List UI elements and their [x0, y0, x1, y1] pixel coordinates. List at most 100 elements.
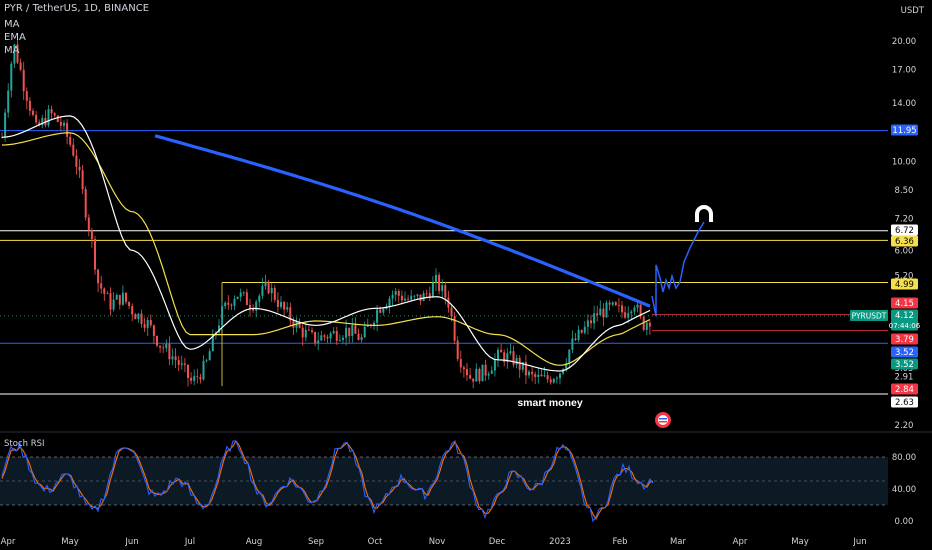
- candle-body: [552, 379, 555, 383]
- candle-body: [586, 320, 589, 327]
- time-label: Jun: [852, 537, 866, 547]
- indicator-ma[interactable]: MA: [4, 19, 20, 30]
- candle-body: [97, 269, 100, 284]
- candle-body: [453, 316, 456, 341]
- candle-body: [4, 112, 7, 138]
- time-label: Mar: [670, 537, 687, 547]
- candle-body: [78, 166, 81, 171]
- candle-body: [280, 302, 282, 307]
- candle-body: [100, 283, 103, 289]
- candle-body: [444, 285, 447, 298]
- candle-body: [103, 288, 106, 294]
- candle-body: [292, 320, 295, 328]
- candle-body: [128, 301, 131, 307]
- candle-body: [354, 325, 357, 334]
- candle-body: [441, 285, 444, 292]
- candlesticks: [1, 38, 651, 389]
- candle-body: [512, 351, 515, 365]
- candle-body: [326, 336, 329, 339]
- candle-body: [543, 375, 546, 377]
- candle-body: [410, 295, 413, 300]
- price-tag: 3.52: [891, 358, 918, 370]
- candle-body: [571, 338, 574, 350]
- candle-body: [407, 298, 410, 300]
- candle-body: [515, 357, 518, 365]
- candle-body: [435, 275, 437, 283]
- candle-body: [35, 114, 38, 123]
- candle-body: [419, 294, 422, 302]
- candle-body: [639, 304, 642, 317]
- price-tick: 7.20: [895, 215, 914, 225]
- candle-body: [648, 322, 651, 327]
- candle-body: [307, 329, 310, 331]
- svg-text:3.52: 3.52: [895, 360, 914, 370]
- candle-body: [580, 329, 583, 333]
- candle-body: [360, 337, 363, 340]
- time-label: Apr: [733, 537, 748, 547]
- indicator-ema[interactable]: EMA: [4, 32, 26, 43]
- candle-body: [314, 331, 317, 344]
- candle-body: [438, 275, 441, 292]
- candle-body: [537, 374, 540, 377]
- candle-body: [608, 302, 611, 305]
- candle-body: [388, 298, 391, 307]
- candle-body: [645, 322, 648, 330]
- candle-body: [90, 230, 93, 240]
- candle-body: [528, 371, 530, 376]
- candle-body: [22, 69, 25, 92]
- indicator-ma-2[interactable]: MA: [4, 45, 20, 56]
- candle-body: [56, 115, 59, 122]
- svg-text:4.99: 4.99: [895, 280, 914, 290]
- annotation-label: smart money: [517, 397, 583, 409]
- time-axis[interactable]: Apr May Jun Jul Aug Sep Oct Nov Dec 2023 Feb Mar Apr…: [1, 537, 867, 547]
- candle-body: [69, 136, 72, 145]
- candle-body: [481, 364, 484, 382]
- candle-body: [19, 62, 22, 70]
- candle-body: [196, 376, 199, 378]
- stoch-axis: 80.00 40.00 0.00: [892, 453, 916, 527]
- candle-body: [84, 189, 87, 218]
- svg-text:2.63: 2.63: [895, 398, 914, 408]
- candle-body: [143, 323, 146, 328]
- candle-body: [190, 377, 193, 381]
- candle-body: [428, 293, 431, 298]
- stoch-tick: 80.00: [892, 453, 916, 463]
- candle-body: [233, 298, 236, 306]
- stoch-k-line: [1, 440, 654, 523]
- candle-body: [211, 333, 214, 352]
- ema-line: [1, 132, 651, 366]
- candle-body: [348, 327, 351, 336]
- candle-body: [335, 331, 338, 341]
- candle-body: [137, 313, 140, 320]
- candle-body: [267, 281, 270, 294]
- candle-body: [283, 302, 286, 310]
- candle-body: [605, 302, 608, 318]
- candle-body: [239, 292, 242, 297]
- candle-body: [255, 301, 258, 311]
- economic-event-icon[interactable]: [655, 412, 671, 428]
- candle-body: [28, 100, 31, 111]
- candle-body: [41, 117, 44, 126]
- time-label: Dec: [489, 537, 506, 547]
- price-tag: 6.36: [891, 235, 918, 247]
- price-tag: 4.12: [891, 309, 918, 321]
- candle-body: [227, 302, 230, 305]
- candle-body: [47, 109, 50, 126]
- candle-body: [431, 282, 434, 298]
- ma-line-blue: [154, 134, 651, 308]
- stoch-tick: 40.00: [892, 485, 916, 495]
- candle-body: [568, 349, 571, 364]
- candle-body: [487, 373, 490, 376]
- candle-body: [187, 364, 189, 378]
- candle-body: [109, 293, 112, 310]
- candle-body: [224, 302, 227, 307]
- price-tick: 10.00: [892, 158, 916, 168]
- candle-body: [338, 339, 341, 341]
- candle-body: [599, 308, 602, 316]
- candle-body: [208, 351, 211, 361]
- candle-body: [25, 91, 28, 101]
- svg-text:6.36: 6.36: [895, 237, 914, 247]
- candle-body: [16, 44, 19, 63]
